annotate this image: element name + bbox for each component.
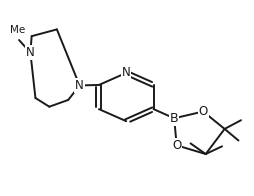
Text: N: N <box>75 79 84 92</box>
Text: O: O <box>198 105 207 118</box>
Text: O: O <box>171 139 181 152</box>
Text: B: B <box>169 112 178 125</box>
Text: N: N <box>121 66 130 79</box>
Text: N: N <box>26 46 35 59</box>
Text: Me: Me <box>10 25 25 35</box>
